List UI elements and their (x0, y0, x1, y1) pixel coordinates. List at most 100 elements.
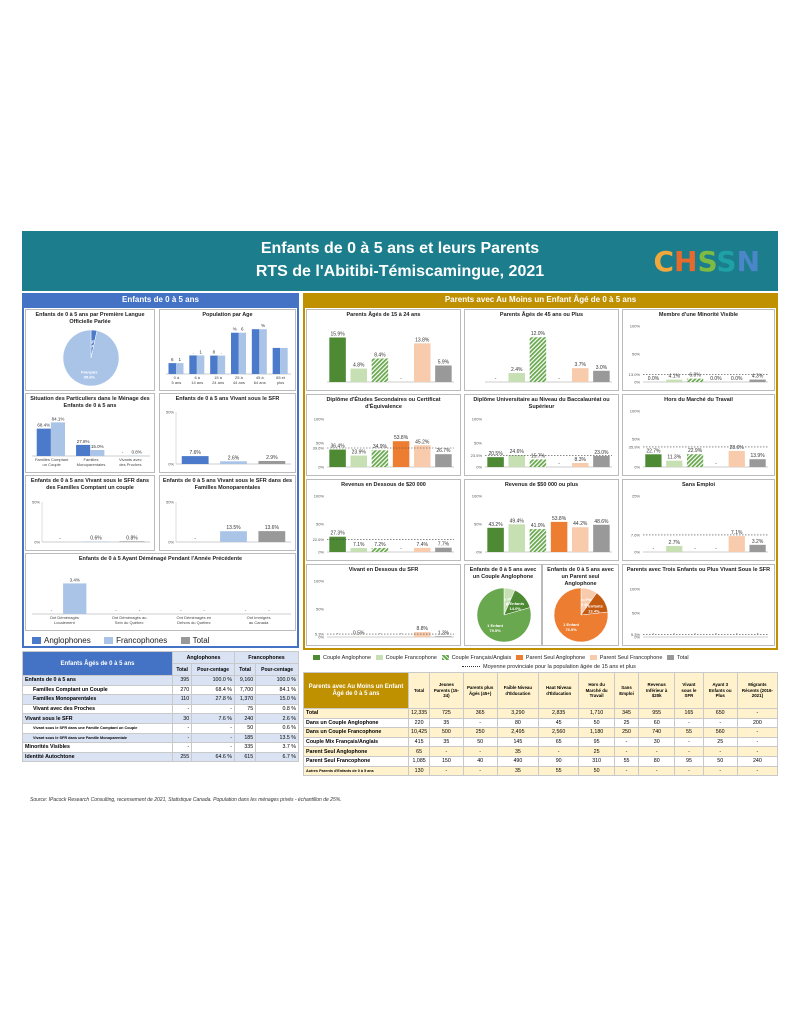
y-tick-label: 0% (634, 635, 640, 640)
x-tick-label: des Proches (119, 462, 141, 467)
table-row: Familles Monoparentales 110 27.8 % 1,370 15.… (22, 694, 299, 705)
table-cell: 415 (407, 736, 431, 748)
chart-panel-langue: Enfants de 0 à 5 ans par Première Langue… (25, 309, 155, 391)
slice-label: 2 Enfants (506, 601, 525, 606)
table-cell: Pour-centage (255, 663, 299, 676)
chart-svg-r3: 100% 50% 13.0% 0% 0.0% 4.1% 6.0% 0.0% 0.0% 4.3% (629, 324, 768, 385)
data-label: 0.8% (126, 535, 138, 541)
table-row: Total Pour-centage Total Pour-centage (23, 663, 299, 676)
table-row: Minorités Visibles - -335 3.7 % (22, 742, 299, 753)
slice-pct: 79.5% (489, 628, 501, 633)
data-label: 3.2% (752, 539, 764, 545)
data-label: 15.0% (91, 444, 104, 449)
bar (176, 363, 184, 374)
table-cell: 50 (578, 765, 615, 777)
table-cell: Vivant sous le SFR (22, 713, 173, 724)
chssn-logo: CHSSN (653, 245, 760, 278)
chart-title: Enfants de 0 à 5 ans avec un Parent seul… (547, 567, 614, 587)
bar (508, 373, 526, 382)
data-label: 4.1% (669, 374, 681, 380)
y-tick-label: 0% (318, 465, 324, 470)
data-label: 34.9% (373, 444, 388, 450)
data-label: 26.7% (436, 448, 451, 454)
data-label: 0.8% (131, 450, 141, 455)
y-tick-label: 0% (634, 380, 640, 385)
table-cell: 90 (538, 755, 580, 767)
x-tick-label: 45 à (256, 375, 265, 380)
table-cell: 64.6 % (191, 751, 236, 763)
chart-title: Enfants de 0 à 5 ans Vivant sous le SFR (175, 396, 280, 402)
table-cell: - (462, 765, 498, 777)
bar (435, 636, 452, 637)
page-subtitle: RTS de l'Abitibi-Témiscamingue, 2021 (255, 263, 545, 280)
pie-slice (476, 587, 532, 643)
table-cell: Parent Seul Francophone (303, 755, 409, 767)
chart-panel-r1: Parents Âgés de 15 à 24 ans 15.9% 4.8% 8.4%… (306, 309, 461, 391)
table-cell: 6.7 % (255, 751, 299, 763)
table-cell: 15.0 % (255, 694, 299, 705)
table-cell: 250 (613, 727, 640, 738)
data-label: - (558, 376, 560, 382)
data-label: 23.9% (352, 450, 367, 456)
table-row: Vivant sous le SFR dans une Famille Mono… (22, 732, 299, 744)
source-note: Source: IPacock Research Consulting, rec… (30, 797, 342, 803)
data-label: 8.3% (575, 457, 587, 463)
table-group-header: Anglophones (171, 651, 236, 664)
table-row: Dans un Couple Francophone 10,425 500 250 2,… (303, 727, 779, 738)
data-label: 43.2% (488, 522, 503, 528)
y-tick-label: 50% (474, 441, 482, 446)
legend-avg-line: Moyenne provinciale pour la population â… (462, 664, 636, 670)
chart-title: Diplôme d'Études Secondaires ou Certific… (326, 397, 441, 410)
x-tick-label: Vivants avec (119, 457, 142, 462)
table-row: Couple Mix Français/Anglais 415 35 50 145 65 9… (303, 736, 779, 748)
table-cell: 240 (736, 755, 779, 767)
y-tick-label: 0% (476, 550, 482, 555)
y-tick-label: 0% (318, 550, 324, 555)
data-label: - (694, 631, 696, 637)
chart-panel-r5: Diplôme Universitaire au Niveau du Bacca… (464, 394, 619, 476)
table-cell: 35 (429, 736, 464, 748)
table-cell: - (736, 736, 779, 748)
table-cell: - (736, 708, 779, 719)
bar (350, 548, 368, 552)
bar (686, 454, 704, 467)
table-cell: 2,560 (538, 727, 580, 738)
chart-svg-sfr: 50% 0% 7.6% 2.6% 2.9% (166, 410, 291, 467)
table-cell: 12,335 (407, 708, 431, 719)
table-cell: 50 (234, 722, 257, 734)
x-tick-label: 14 ans (191, 380, 203, 385)
data-label: 36.4% (330, 444, 345, 450)
chart-title: Population par Age (202, 312, 253, 318)
table-cell: 27.8 % (191, 694, 236, 705)
bar (413, 445, 431, 467)
table-cell: 50 (702, 755, 738, 767)
y-tick-label: 50% (632, 437, 640, 442)
bar (749, 544, 766, 552)
data-label: 13.8% (415, 337, 430, 343)
table-cell: - (171, 703, 193, 715)
data-label: 15.9% (330, 331, 345, 337)
data-label: - (180, 608, 182, 613)
slice-label: Anglais (85, 339, 100, 344)
pie-slice (62, 329, 120, 387)
legend-right-total: Total (677, 655, 689, 661)
table-header-cell: Jeunes Parents (15-24) (429, 672, 464, 709)
table-cell: Enfants de 0 à 5 ans (22, 675, 173, 686)
chart-panel-r2: Parents Âgés de 45 ans ou Plus - 2.4% 12.0%… (464, 309, 619, 391)
y-tick-label: 0% (634, 465, 640, 470)
y-tick-label: 50% (166, 500, 174, 505)
data-label: 1 (199, 349, 202, 354)
chart-title: Situation des Particuliers dans le Ménag… (30, 396, 150, 409)
bar (371, 450, 389, 467)
table-cell: - (638, 765, 676, 777)
table-cell: 40 (462, 755, 498, 767)
right-charts-frame (303, 306, 778, 650)
chart-panel-sfr_mono: Enfants de 0 à 5 ans Vivant sous le SFR … (159, 475, 296, 551)
infographic-sheet: Enfants de 0 à 5 ans et leurs Parents RT… (22, 231, 779, 811)
data-label: 13.6% (265, 525, 280, 531)
table-cell: 110 (171, 694, 193, 705)
table-row: Identité Autochtone 255 64.6 % 615 6.7 % (22, 751, 299, 763)
chart-svg-r1: 15.9% 4.8% 8.4% - 13.8% 5.9% (327, 331, 454, 383)
table-cell: 25 (613, 717, 640, 729)
